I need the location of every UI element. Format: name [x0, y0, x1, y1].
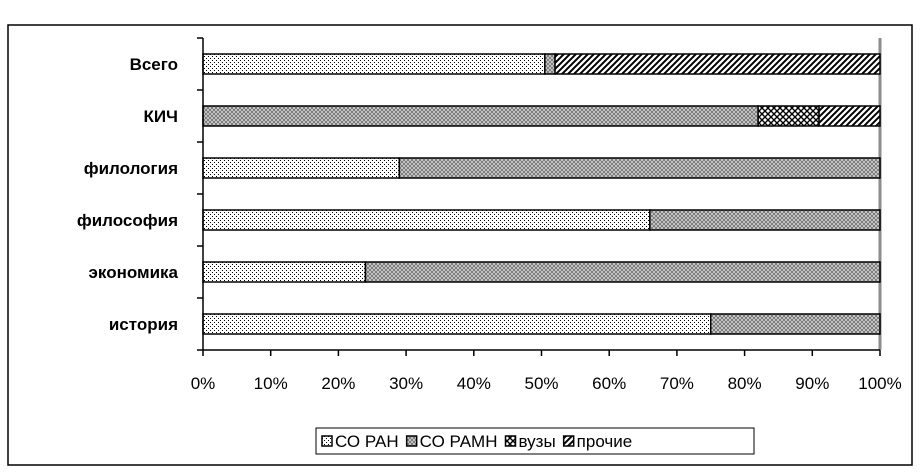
legend-label-прочие: прочие — [577, 432, 633, 451]
category-label: экономика — [89, 263, 179, 282]
plot-area — [203, 38, 881, 350]
bar-segment-прочие-1 — [818, 105, 881, 127]
legend-items: СО РАН СО РАМН вузы прочие — [321, 432, 633, 451]
bars-layer — [202, 53, 881, 335]
bar-segment-со-рамн-3 — [649, 209, 881, 231]
x-tick-label: 50% — [524, 374, 558, 393]
category-label: Всего — [130, 55, 178, 74]
category-label: филология — [84, 159, 178, 178]
legend-box — [315, 427, 755, 455]
y-ticks-layer — [197, 37, 203, 351]
bar-segment-вузы-1 — [757, 105, 820, 127]
bar-segment-со-рамн-2 — [398, 157, 881, 179]
x-tick-label: 100% — [858, 374, 901, 393]
bar-segment-прочие-0 — [554, 53, 881, 75]
category-label: философия — [77, 211, 178, 230]
x-tick-label: 20% — [321, 374, 355, 393]
x-ticks-layer: 0% 10% 20% 30% 40% 50% 60% 70% 80% 90% 100% — [191, 350, 902, 393]
x-tick-label: 40% — [457, 374, 491, 393]
legend-swatch-прочие — [562, 435, 575, 447]
legend-label-со-ран: СО РАН — [335, 432, 399, 451]
category-label: КИЧ — [143, 107, 178, 126]
bar-segment-со-ран-3 — [202, 209, 651, 231]
x-tick-label: 90% — [795, 374, 829, 393]
category-label: история — [109, 315, 178, 334]
bar-segment-со-ран-4 — [202, 261, 367, 283]
bar-segment-со-ран-0 — [202, 53, 546, 75]
x-tick-label: 70% — [660, 374, 694, 393]
bar-segment-со-ран-2 — [202, 157, 401, 179]
category-labels-layer: Всего КИЧ филология философия экономика истор… — [77, 55, 179, 334]
legend-label-вузы: вузы — [519, 432, 556, 451]
bar-segment-со-рамн-4 — [364, 261, 881, 283]
legend-swatch-со-ран — [321, 435, 333, 447]
x-tick-label: 30% — [389, 374, 423, 393]
legend: СО РАН СО РАМН вузы прочие — [315, 427, 755, 455]
bar-segment-со-рамн-0 — [544, 53, 556, 75]
legend-swatch-вузы — [504, 435, 517, 447]
x-tick-label: 0% — [191, 374, 216, 393]
x-tick-label: 10% — [254, 374, 288, 393]
x-tick-label: 80% — [728, 374, 762, 393]
bar-segment-со-рамн-1 — [202, 105, 759, 127]
x-tick-label: 60% — [592, 374, 626, 393]
bar-segment-со-рамн-5 — [710, 313, 881, 335]
legend-swatch-со-рамн — [405, 435, 418, 447]
legend-label-со-рамн: СО РАМН — [420, 432, 498, 451]
bar-segment-со-ран-5 — [202, 313, 712, 335]
